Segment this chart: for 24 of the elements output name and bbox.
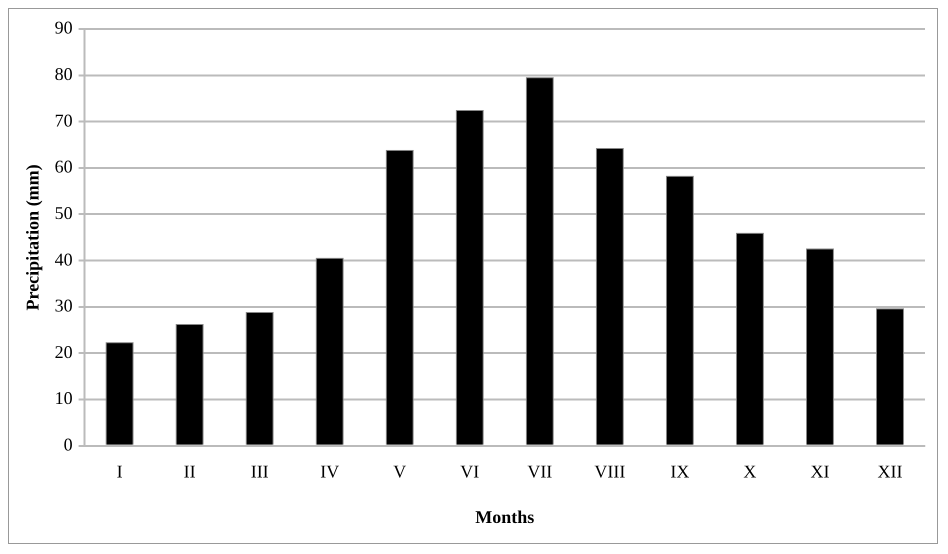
x-tick-label: III — [250, 461, 269, 482]
y-tick-label: 10 — [54, 388, 73, 408]
x-tick-label: II — [184, 461, 196, 482]
x-tick-label: IV — [320, 461, 340, 482]
y-tick-label: 20 — [54, 342, 73, 362]
y-tick-label: 0 — [64, 434, 73, 455]
y-tick-label: 30 — [54, 296, 73, 316]
x-tick-label: VI — [460, 461, 480, 482]
x-axis-title: Months — [475, 506, 534, 527]
y-axis-title: Precipitation (mm) — [22, 164, 42, 310]
x-tick-label: XI — [810, 461, 830, 482]
x-tick-label: I — [116, 461, 123, 482]
x-tick-label: VIII — [594, 461, 626, 482]
x-tick-label: XII — [877, 461, 902, 482]
y-tick-label: 40 — [54, 249, 73, 270]
y-tick-label: 60 — [54, 156, 73, 177]
y-tick-label: 90 — [54, 18, 73, 38]
y-tick-label: 50 — [54, 202, 73, 223]
y-tick-label: 80 — [54, 64, 73, 84]
x-tick-label: IX — [670, 461, 690, 482]
x-tick-label: X — [743, 461, 756, 482]
x-tick-label: VII — [527, 461, 552, 482]
y-tick-label: 70 — [54, 110, 73, 130]
x-tick-label: V — [393, 461, 406, 482]
